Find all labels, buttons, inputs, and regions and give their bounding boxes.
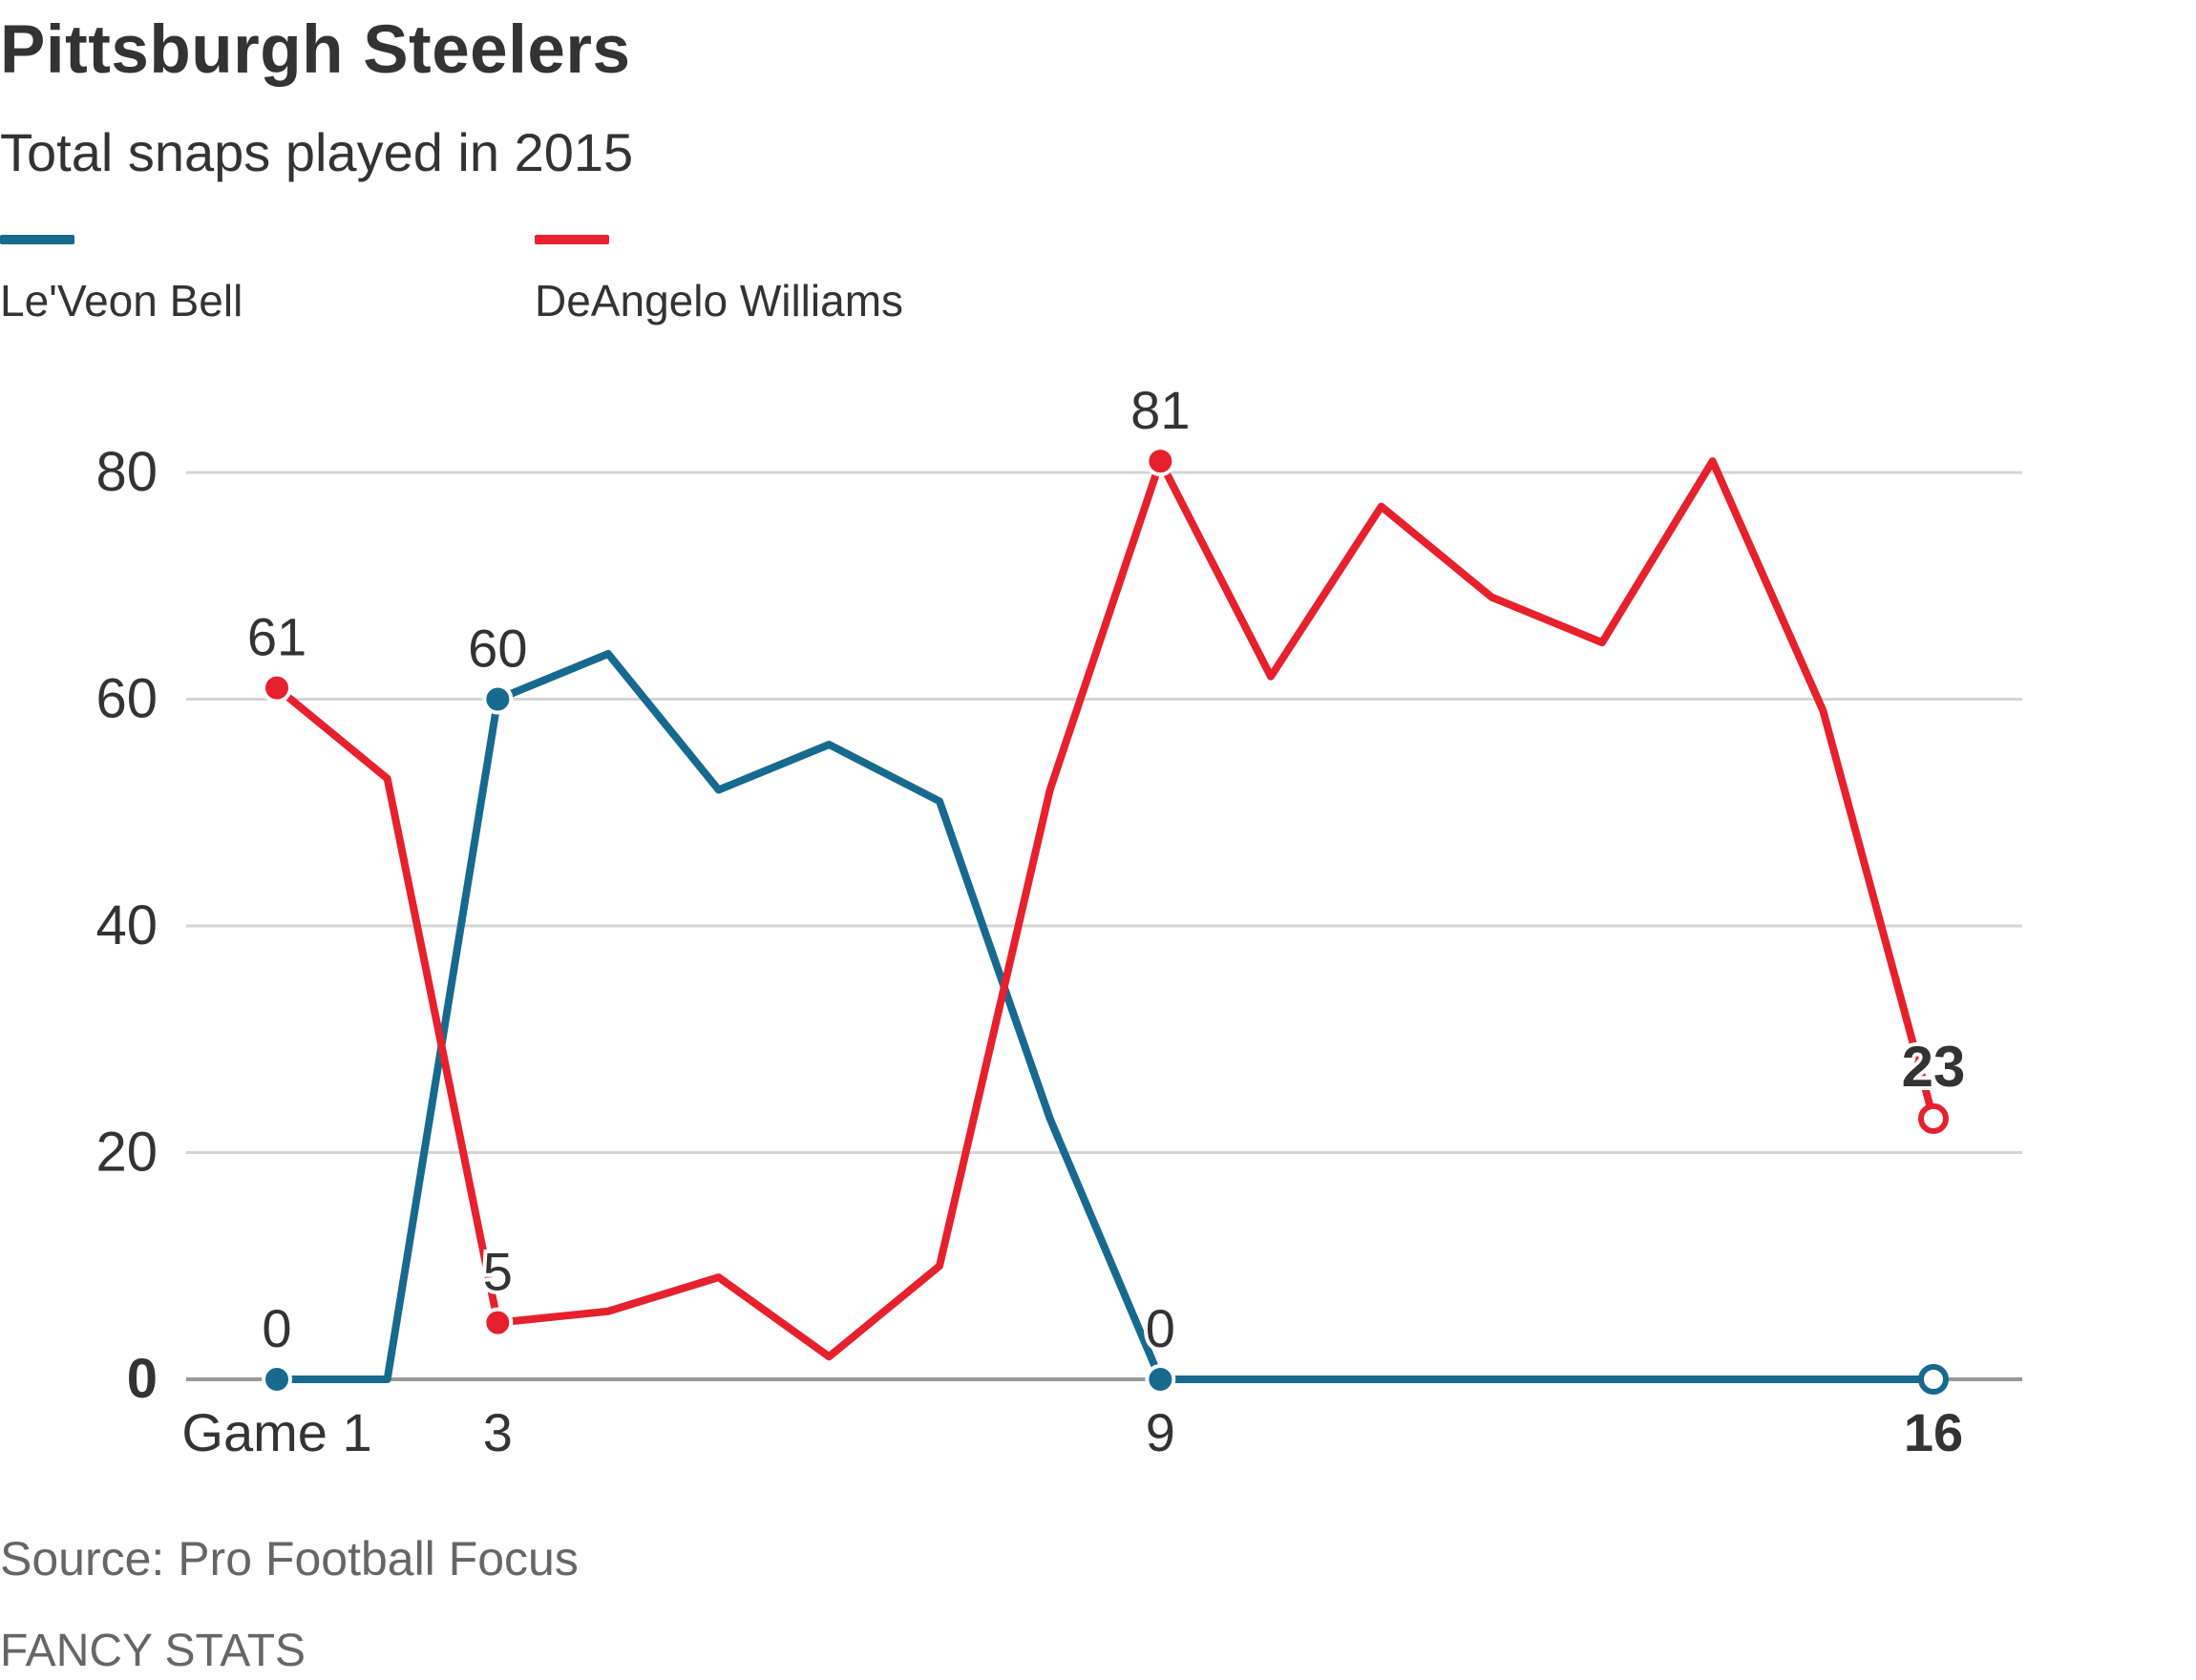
x-tick-label: 16 [1904,1402,1963,1462]
y-axis-ticks: 0 20 40 60 80 [95,441,158,1410]
credit-note: FANCY STATS [0,1625,306,1677]
data-label: 81 [1130,380,1190,440]
data-point [484,686,511,713]
y-tick-label: 60 [95,668,158,730]
x-tick-label: 3 [483,1402,513,1462]
data-label: 0 [262,1298,291,1358]
y-tick-label: 40 [95,894,158,956]
series-line [277,461,1933,1356]
y-tick-label: 0 [127,1348,158,1410]
data-point [1147,448,1173,474]
y-tick-label: 20 [95,1122,158,1184]
x-tick-label: Game 1 [181,1402,371,1462]
series-line [277,654,1933,1379]
x-tick-label: 9 [1146,1402,1175,1462]
data-label: 5 [483,1242,513,1302]
y-tick-label: 80 [95,441,158,503]
data-point [484,1310,511,1336]
data-point [264,675,290,702]
series-lines [277,461,1933,1379]
data-point [1147,1366,1173,1393]
data-point-open [1921,1106,1946,1131]
data-label: 0 [1146,1298,1175,1358]
x-axis-ticks: Game 1 3 9 16 [181,1402,1963,1462]
data-labels: 0 60 0 61 5 81 23 [247,380,1966,1358]
data-point-open [1921,1367,1946,1392]
line-chart: 0 20 40 60 80 Game 1 3 9 16 0 60 0 61 5 81 23 [0,0,2196,1680]
data-label: 23 [1902,1035,1966,1099]
source-note: Source: Pro Football Focus [0,1531,579,1586]
data-label: 60 [468,619,527,679]
data-label: 61 [247,607,306,667]
data-point [264,1366,290,1393]
